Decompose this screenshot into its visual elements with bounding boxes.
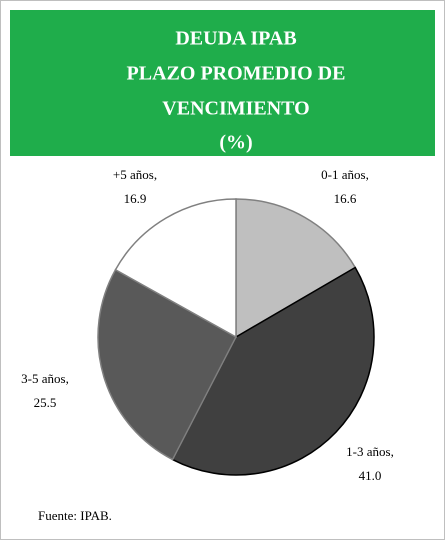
value-label: 25.5 [34,395,57,410]
title-line: VENCIMIENTO [162,98,309,120]
header [10,10,435,156]
title-line: PLAZO PROMEDIO DE [127,63,346,85]
category-label: 1-3 años, [346,444,394,459]
value-label: 16.9 [124,191,147,206]
pie-slice [171,266,375,476]
category-label: 3-5 años, [21,371,69,386]
title-line: DEUDA IPAB [175,28,296,50]
source: Fuente: IPAB. [38,508,112,523]
category-label: 0-1 años, [321,167,369,182]
pie-slice [235,198,357,339]
pie-slice [114,198,237,339]
pie-slice [97,268,238,461]
value-label: 41.0 [359,468,382,483]
title-line: (%) [219,132,252,154]
value-label: 16.6 [334,191,357,206]
category-label: +5 años, [113,167,157,182]
